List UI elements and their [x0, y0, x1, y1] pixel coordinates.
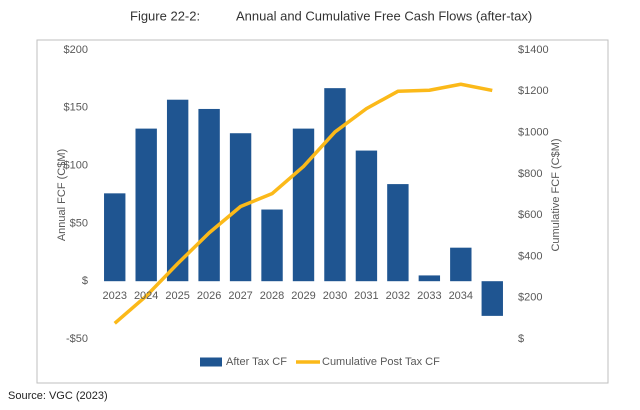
source: Source: VGC (2023)	[8, 390, 108, 402]
bar	[261, 209, 283, 282]
y-tick-label: $200	[64, 44, 88, 56]
x-tick-label: 2032	[386, 290, 410, 302]
x-tick-label: 2024	[134, 290, 158, 302]
y2-tick-label: $400	[518, 250, 542, 262]
y-axis-label: Annual FCF (C$M)	[56, 149, 68, 241]
bar	[135, 128, 157, 282]
y2-tick-label: $200	[518, 292, 542, 304]
legend-swatch	[200, 357, 222, 367]
x-tick-label: 2031	[354, 290, 378, 302]
bar	[481, 281, 503, 316]
y-tick-label: $50	[70, 217, 88, 229]
bar	[292, 128, 315, 282]
chart-frame	[36, 39, 609, 384]
y2-tick-label: $600	[518, 209, 542, 221]
y2-tick-label: $1200	[518, 85, 549, 97]
y-tick-label: $150	[64, 102, 88, 114]
legend-label: After Tax CF	[226, 356, 287, 368]
y2-tick-label: $800	[518, 168, 542, 180]
bar	[324, 88, 346, 282]
bar	[387, 184, 409, 282]
figure-label: Figure 22-2:	[130, 8, 200, 23]
x-tick-label: 2025	[165, 290, 189, 302]
x-tick-label: 2023	[102, 290, 126, 302]
y2-tick-label: $1000	[518, 126, 549, 138]
x-tick-label: 2028	[260, 290, 284, 302]
bar	[198, 108, 220, 282]
y2-tick-label: $1400	[518, 44, 549, 56]
x-tick-label: 2029	[291, 290, 315, 302]
bar	[450, 247, 472, 282]
legend-label: Cumulative Post Tax CF	[322, 356, 440, 368]
x-tick-label: 2026	[197, 290, 221, 302]
chart-title: Annual and Cumulative Free Cash Flows (a…	[236, 8, 532, 23]
bar	[104, 193, 126, 282]
bar	[355, 150, 378, 282]
y-tick-label: $100	[64, 160, 88, 172]
bar	[418, 275, 441, 282]
line	[113, 82, 493, 325]
y-tick-label: -$50	[66, 333, 88, 345]
bar	[166, 99, 189, 282]
x-tick-label: 2030	[323, 290, 347, 302]
x-tick-label: 2027	[228, 290, 252, 302]
y-tick-label: $	[82, 275, 88, 287]
x-tick-label: 2034	[449, 290, 473, 302]
y2-tick-label: $	[518, 333, 524, 345]
x-tick-label: 2033	[417, 290, 441, 302]
y2-axis-label: Cumulative FCF (C$M)	[550, 138, 562, 251]
